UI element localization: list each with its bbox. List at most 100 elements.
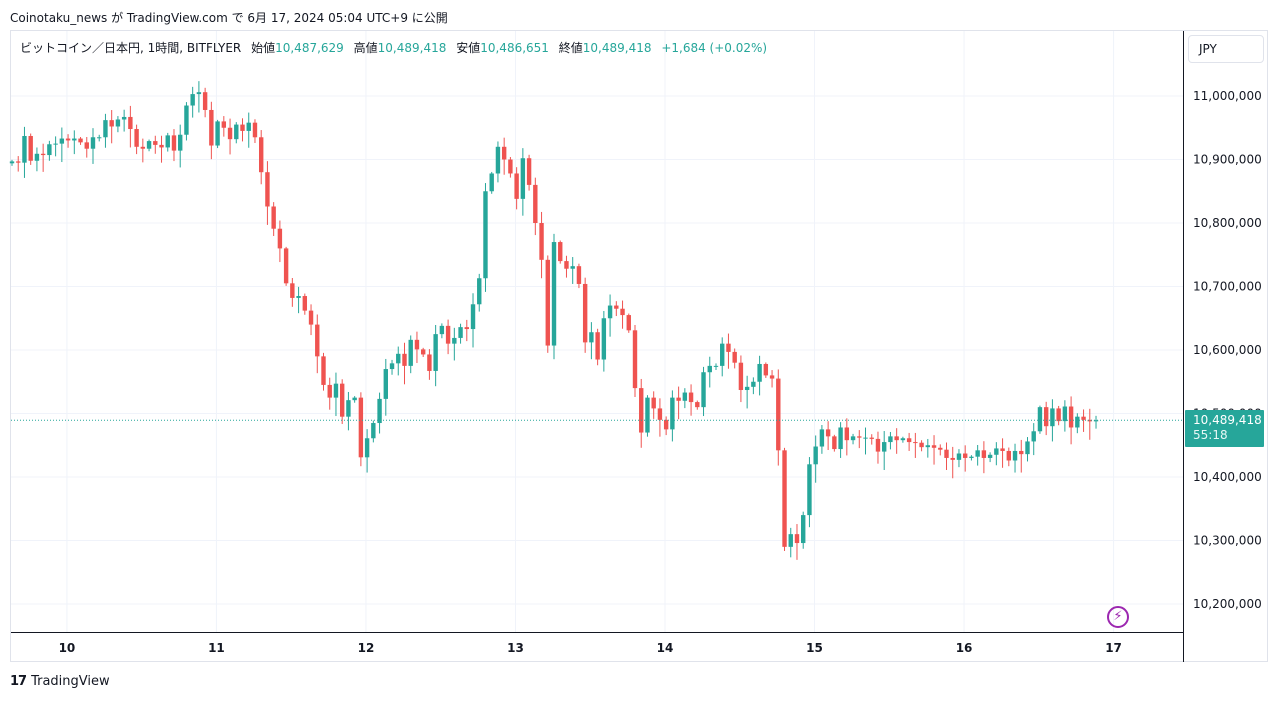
candle-body — [1050, 408, 1055, 427]
candle-body — [90, 137, 96, 149]
y-tick-label: 10,900,000 — [1193, 153, 1262, 167]
candle-body — [614, 305, 619, 309]
candle-body — [632, 330, 638, 389]
high-label: 高値 — [353, 41, 378, 55]
candle-body — [445, 325, 451, 344]
candle-body — [950, 457, 955, 460]
candle-body — [178, 134, 183, 151]
candle-body — [639, 388, 644, 433]
candle-body — [607, 305, 613, 319]
candle-body — [576, 266, 582, 284]
candle-body — [913, 442, 918, 444]
publish-info: Coinotaku_news が TradingView.com で 6月 17… — [10, 11, 448, 25]
x-tick-label: 12 — [358, 641, 375, 655]
candle-body — [919, 442, 924, 448]
candle-body — [308, 310, 314, 325]
y-tick-label: 10,400,000 — [1193, 470, 1262, 484]
candle-body — [1062, 406, 1068, 422]
candle-body — [383, 369, 388, 399]
candle-body — [732, 351, 737, 363]
candle-body — [520, 158, 526, 199]
candle-body — [190, 94, 195, 106]
candle-body — [433, 334, 438, 371]
candle-body — [663, 419, 669, 430]
candle-body — [875, 438, 881, 452]
chart-frame — [10, 30, 1268, 662]
close-label: 終値 — [558, 41, 583, 55]
candle-body — [570, 266, 575, 269]
candle-body — [315, 324, 320, 357]
x-tick-label: 16 — [956, 641, 973, 655]
candle-body — [539, 223, 544, 260]
candle-body — [283, 248, 289, 284]
candle-body — [109, 120, 114, 127]
high-value: 10,489,418 — [377, 41, 447, 55]
candle-body — [321, 356, 326, 385]
candle-body — [458, 327, 463, 338]
candle-body — [371, 423, 376, 439]
candle-body — [28, 136, 33, 161]
candle-body — [882, 442, 887, 452]
candle-body — [595, 332, 600, 360]
candle-body — [1087, 419, 1092, 422]
candle-body — [72, 138, 77, 141]
candle-body — [103, 120, 108, 138]
close-value: 10,489,418 — [582, 41, 652, 55]
candle-body — [234, 124, 239, 140]
candle-body — [938, 447, 943, 450]
candle-body — [489, 173, 494, 192]
candle-body — [900, 438, 906, 441]
candle-body — [894, 436, 899, 441]
candle-body — [84, 142, 89, 149]
candle-body — [975, 450, 980, 457]
candle-body — [1000, 448, 1005, 451]
x-tick-label: 13 — [507, 641, 524, 655]
candle-body — [47, 144, 52, 156]
candle-body — [65, 138, 71, 141]
candle-body — [906, 438, 912, 443]
tradingview-brand[interactable]: 𝟭𝟳 TradingView — [10, 674, 110, 689]
candle-body — [97, 137, 102, 139]
candle-body — [925, 445, 931, 448]
candle-body — [358, 397, 364, 458]
lightning-bolt-icon[interactable]: ⚡ — [1107, 606, 1129, 628]
candle-body — [9, 161, 15, 164]
candle-body — [981, 450, 987, 458]
candle-body — [994, 448, 999, 455]
candle-body — [153, 141, 158, 145]
x-tick-label: 15 — [806, 641, 823, 655]
y-tick-label: 10,700,000 — [1193, 280, 1262, 294]
candle-body — [252, 122, 258, 138]
candle-body — [695, 402, 700, 408]
candle-body — [396, 353, 401, 364]
candle-body — [888, 436, 893, 443]
candle-body — [838, 427, 843, 450]
open-value: 10,487,629 — [275, 41, 344, 55]
candle-body — [844, 427, 850, 441]
y-tick-label: 10,600,000 — [1193, 343, 1262, 357]
candle-body — [159, 144, 164, 148]
open-label: 始値 — [251, 41, 276, 55]
candle-body — [115, 119, 121, 127]
candle-body — [402, 353, 407, 366]
x-tick-label: 10 — [59, 641, 76, 655]
candle-body — [259, 137, 264, 173]
candle-body — [558, 242, 563, 262]
currency-button[interactable]: JPY — [1188, 35, 1264, 63]
candle-body — [140, 146, 146, 149]
candle-body — [171, 135, 177, 151]
candle-body — [626, 315, 631, 331]
candle-body — [726, 343, 731, 352]
low-value: 10,486,651 — [480, 41, 549, 55]
candle-body — [352, 397, 357, 401]
brand-label: TradingView — [31, 674, 110, 689]
candle-body — [377, 398, 382, 424]
candle-body — [819, 429, 825, 447]
candle-body — [701, 372, 706, 408]
candle-body — [1081, 416, 1086, 420]
candle-body — [483, 191, 488, 279]
candle-body — [1006, 450, 1011, 461]
symbol-label[interactable]: ビットコイン／日本円, 1時間, BITFLYER — [20, 41, 242, 55]
candle-body — [215, 121, 220, 146]
